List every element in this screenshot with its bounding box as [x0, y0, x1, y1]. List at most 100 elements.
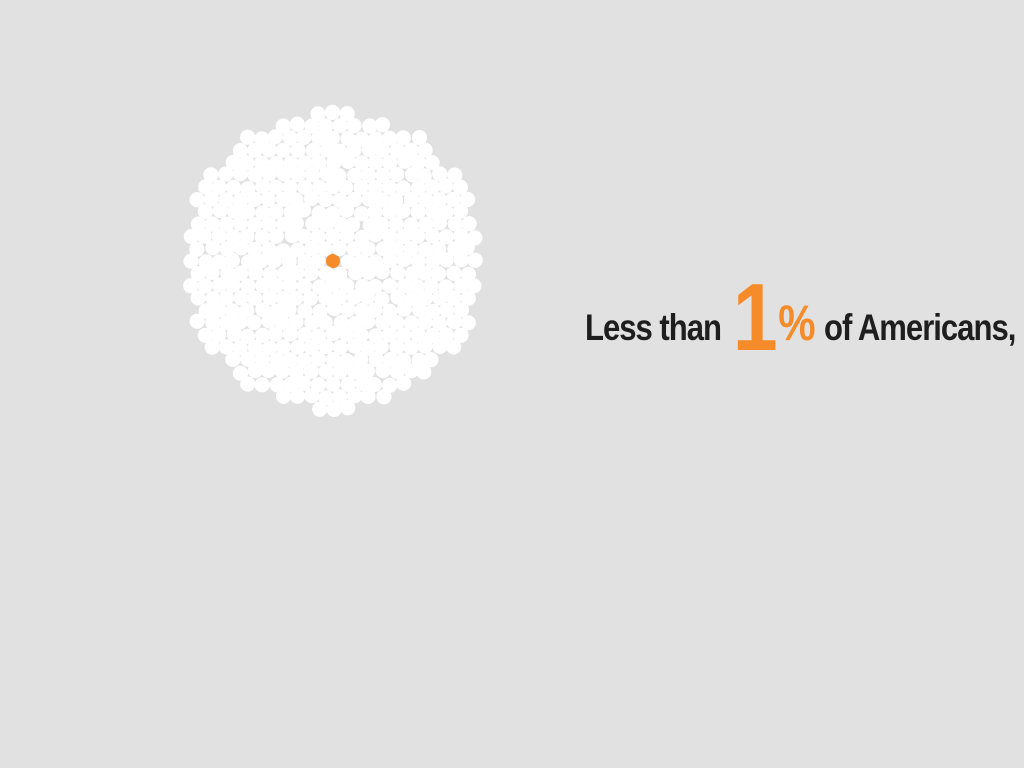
person-dot [190, 266, 206, 282]
person-dot [332, 118, 348, 134]
person-dot [403, 217, 419, 233]
person-dot [254, 229, 270, 245]
person-dot [246, 241, 263, 257]
person-dot [431, 315, 447, 331]
person-dot [233, 265, 249, 281]
person-dot [253, 253, 269, 269]
person-dot [283, 155, 299, 171]
person-dot [220, 265, 236, 281]
person-dot [261, 340, 278, 356]
person-dot [418, 216, 434, 232]
person-dot [360, 340, 376, 356]
person-dot [254, 377, 270, 393]
person-dot [354, 155, 370, 171]
person-dot [359, 363, 375, 379]
person-dot [198, 254, 214, 270]
person-dot [346, 118, 362, 134]
person-dot [190, 216, 206, 232]
person-dot [233, 290, 249, 306]
person-dot [304, 118, 320, 134]
person-dot [225, 277, 241, 293]
person-dot [297, 179, 313, 195]
person-dot [332, 339, 348, 355]
person-dot [260, 362, 276, 378]
person-dot [425, 203, 441, 219]
person-dot [318, 191, 334, 208]
person-dot [218, 216, 235, 232]
person-dot [452, 179, 468, 195]
person-dot [240, 351, 256, 367]
person-dot [410, 154, 426, 171]
person-dot [255, 327, 271, 343]
person-dot [424, 179, 440, 195]
person-dot [318, 266, 334, 282]
person-dot [361, 191, 377, 207]
person-dot [311, 205, 327, 221]
person-dot [266, 253, 282, 269]
person-dot [424, 228, 441, 244]
person-dot [304, 315, 320, 331]
person-dot [339, 278, 355, 294]
person-dot [232, 215, 248, 231]
person-dot [324, 130, 340, 146]
person-dot [232, 143, 248, 159]
person-dot [354, 131, 370, 147]
person-dot [375, 241, 392, 257]
person-dot [340, 376, 356, 392]
person-dot [360, 241, 376, 257]
person-dot [375, 314, 391, 331]
person-dot [269, 352, 285, 368]
person-dot [346, 364, 362, 380]
person-dot [416, 168, 432, 184]
person-dot [382, 228, 398, 244]
person-dot [431, 192, 448, 208]
person-dot [410, 327, 426, 343]
person-dot [218, 166, 234, 182]
person-dot [388, 192, 404, 208]
person-dot [305, 142, 321, 158]
person-dot [460, 266, 476, 282]
person-dot [183, 278, 199, 294]
person-dot [403, 315, 419, 331]
person-dot [446, 314, 462, 330]
person-dot [446, 339, 462, 355]
person-dot [333, 216, 349, 232]
person-dot [311, 155, 327, 171]
person-dot [219, 241, 235, 257]
person-dot [225, 303, 241, 319]
person-dot [325, 352, 341, 368]
person-dot [453, 203, 469, 219]
person-dot [225, 351, 241, 367]
person-dot [347, 338, 363, 354]
person-dot [382, 278, 398, 294]
person-dot [376, 389, 392, 405]
person-dot [317, 241, 333, 257]
person-dot [261, 241, 277, 257]
person-dot [453, 327, 469, 343]
person-dot [282, 130, 298, 146]
person-dot [453, 228, 469, 244]
person-dot [347, 388, 363, 404]
person-dot [425, 303, 441, 319]
person-dot [319, 166, 335, 182]
person-dot [353, 352, 369, 368]
person-dot [212, 277, 228, 293]
person-dot [297, 303, 313, 319]
person-dot [332, 192, 348, 208]
person-dot [374, 142, 390, 158]
person-dot [304, 388, 320, 404]
person-dot [198, 179, 214, 195]
person-dot [239, 303, 255, 319]
person-dot [211, 302, 227, 318]
person-dot [375, 167, 391, 183]
person-dot [304, 241, 320, 257]
person-dot [339, 353, 355, 369]
person-dot [297, 155, 313, 171]
person-dot [374, 264, 390, 280]
person-dot [310, 351, 326, 367]
person-dot [311, 130, 327, 146]
person-dot [183, 253, 199, 269]
person-dot [367, 179, 383, 196]
person-dot [310, 328, 326, 344]
person-dot [418, 192, 434, 208]
